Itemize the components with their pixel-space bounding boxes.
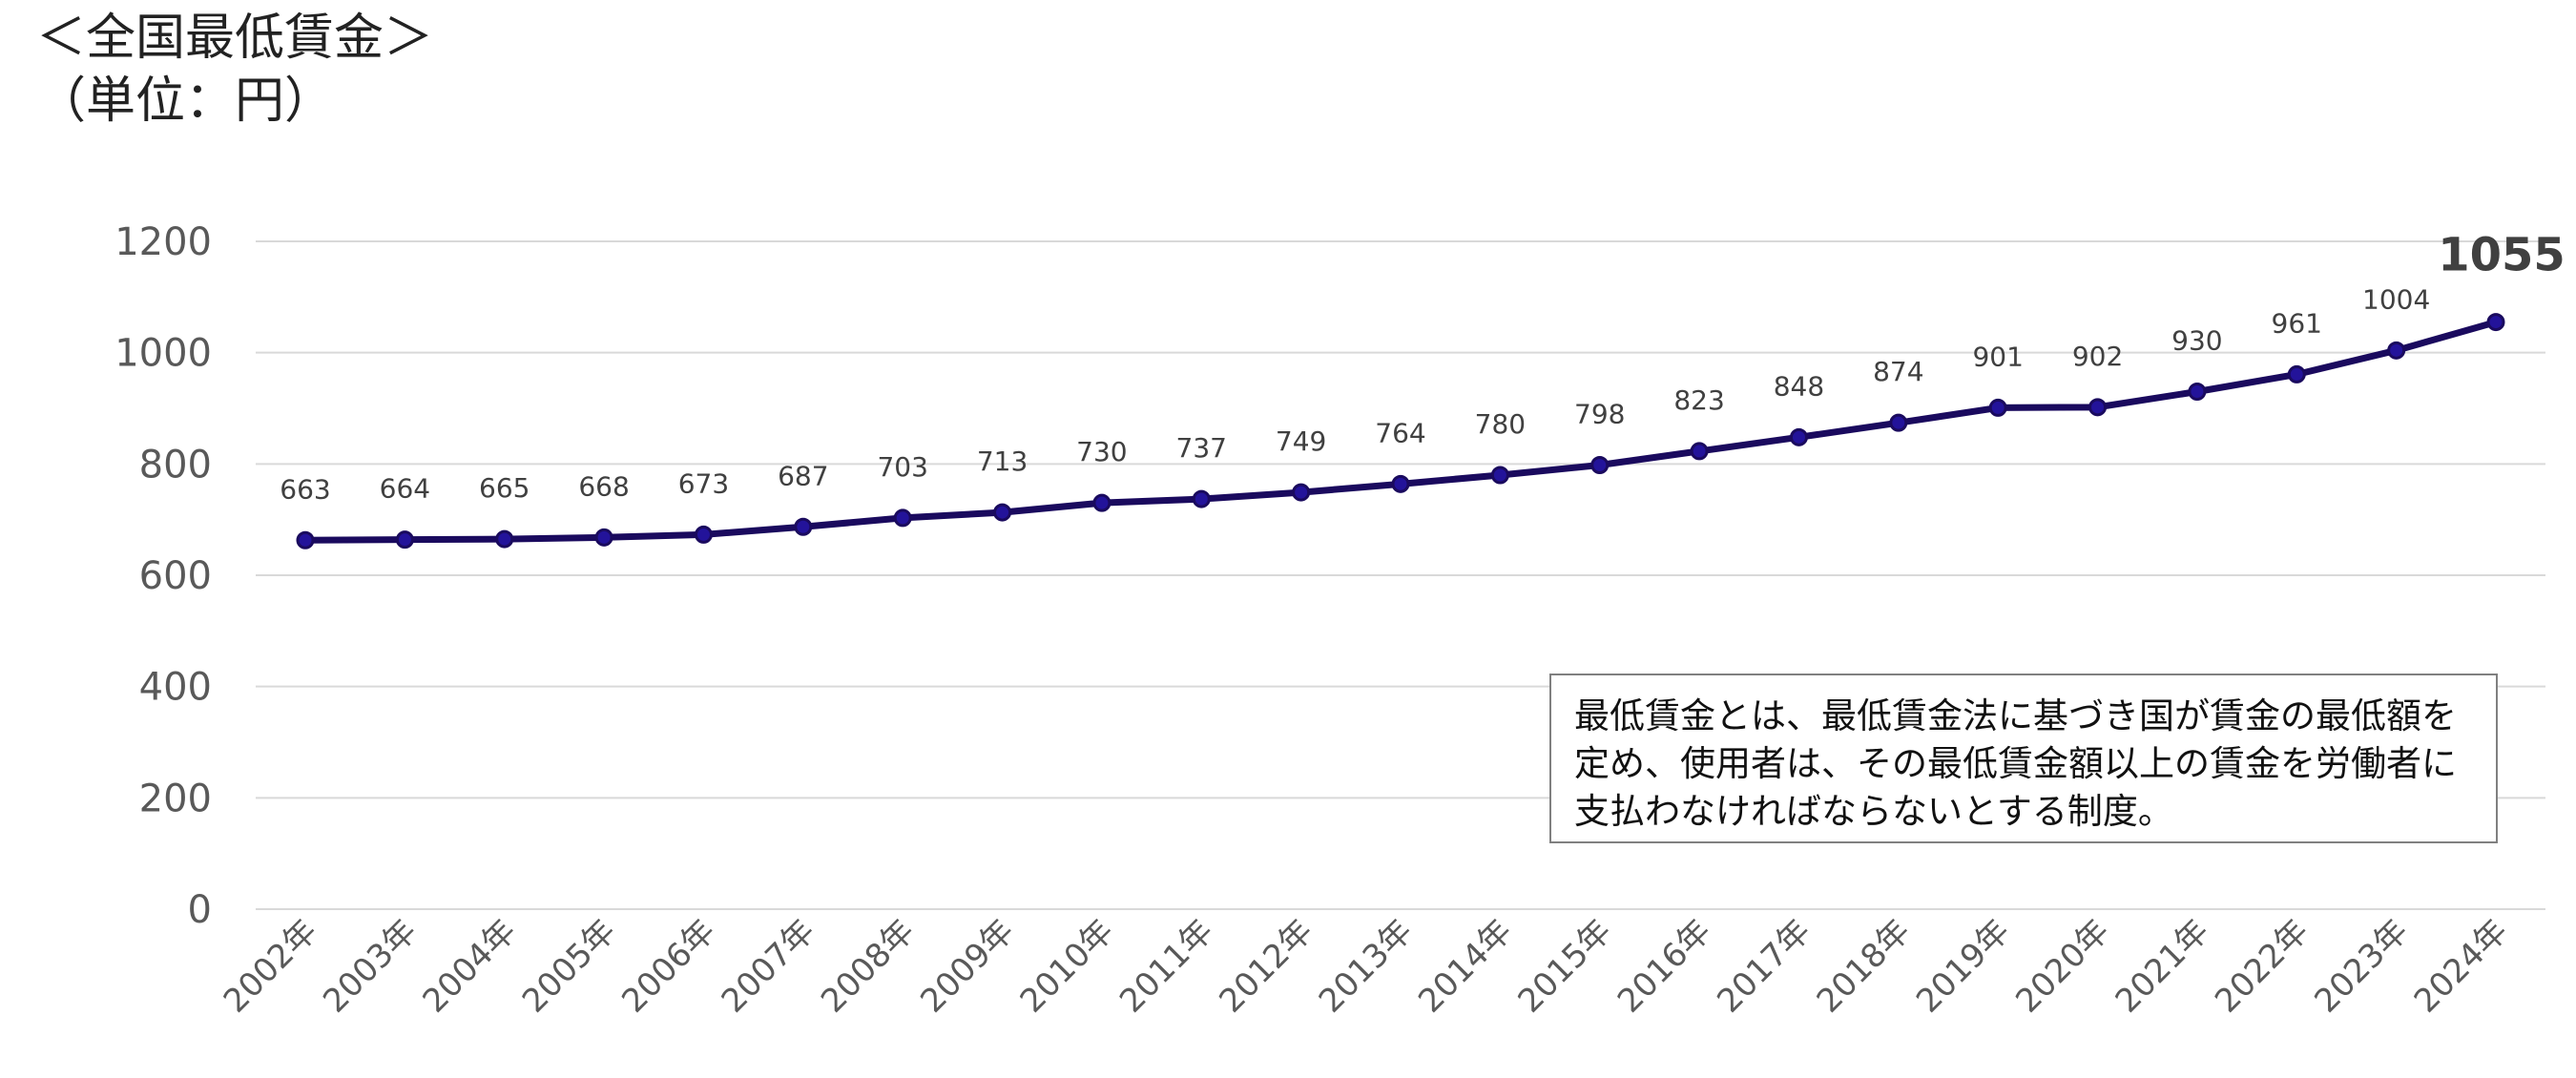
data-point <box>495 529 514 549</box>
definition-note: 最低賃金とは、最低賃金法に基づき国が賃金の最低額を 定め、使用者は、その最低賃金… <box>1549 674 2498 843</box>
data-label: 780 <box>1475 408 1526 440</box>
x-tick-label: 2007年 <box>715 912 823 1021</box>
data-point <box>1988 398 2007 417</box>
x-tick-label: 2020年 <box>2008 912 2117 1021</box>
data-label: 798 <box>1574 399 1625 430</box>
data-point <box>1192 489 1211 508</box>
x-tick-label: 2018年 <box>1810 912 1919 1021</box>
note-line: 定め、使用者は、その最低賃金額以上の賃金を労働者に <box>1574 743 2457 784</box>
page-title: ＜全国最低賃金＞ <box>36 10 434 67</box>
data-point <box>1092 493 1111 512</box>
x-tick-label: 2024年 <box>2407 912 2516 1021</box>
data-point <box>1590 456 1610 474</box>
data-point <box>296 530 315 549</box>
y-tick-label: 600 <box>139 554 212 598</box>
x-tick-label: 2022年 <box>2208 912 2316 1021</box>
data-label: 749 <box>1276 425 1326 457</box>
x-tick-label: 2004年 <box>416 912 525 1021</box>
data-point <box>2387 341 2406 360</box>
data-point <box>1490 466 1509 485</box>
data-label: 764 <box>1375 417 1425 448</box>
note-line: 支払わなければならないとする制度。 <box>1574 791 2173 832</box>
data-point <box>1690 442 1709 461</box>
data-label: 730 <box>1076 436 1127 467</box>
x-tick-label: 2021年 <box>2109 912 2217 1021</box>
x-tick-label: 2014年 <box>1411 912 1520 1021</box>
data-point <box>2287 364 2306 384</box>
x-tick-label: 2015年 <box>1511 912 1620 1021</box>
data-label: 823 <box>1673 384 1724 416</box>
data-label: 703 <box>877 451 927 483</box>
y-tick-label: 0 <box>188 888 212 932</box>
x-tick-label: 2005年 <box>515 912 624 1021</box>
data-label: 902 <box>2072 341 2123 372</box>
data-label: 874 <box>1873 356 1923 387</box>
data-label: 665 <box>479 472 530 504</box>
y-tick-label: 1000 <box>114 332 212 376</box>
data-point <box>794 517 813 536</box>
data-point <box>694 525 713 544</box>
series-markers <box>296 313 2505 549</box>
x-tick-label: 2006年 <box>614 912 723 1021</box>
data-point <box>594 528 613 547</box>
data-labels: 663 664 665 668 673 687 703 713 730 737 749 764 780 7… <box>280 229 2566 506</box>
data-label: 668 <box>578 470 629 502</box>
data-point <box>1292 483 1311 502</box>
data-label: 901 <box>1972 341 2023 372</box>
x-tick-label: 2008年 <box>814 912 923 1021</box>
data-point <box>1789 427 1808 446</box>
x-tick-label: 2017年 <box>1710 912 1818 1021</box>
data-point <box>1391 474 1410 493</box>
data-label: 687 <box>778 460 828 491</box>
y-tick-label: 200 <box>139 777 212 820</box>
data-label: 663 <box>280 473 330 505</box>
data-label: 673 <box>678 467 729 499</box>
data-point <box>2486 313 2505 332</box>
note-line: 最低賃金とは、最低賃金法に基づき国が賃金の最低額を <box>1574 695 2457 736</box>
data-point <box>1889 413 1908 432</box>
x-axis-ticks: 2002年2003年2004年2005年2006年2007年2008年2009年… <box>217 912 2516 1021</box>
unit-label: （単位：円） <box>36 73 335 130</box>
y-tick-label: 400 <box>139 666 212 710</box>
data-label: 930 <box>2171 325 2222 357</box>
data-label: 1055 <box>2438 229 2566 282</box>
data-label: 737 <box>1176 432 1227 464</box>
data-label: 664 <box>380 473 430 505</box>
x-tick-label: 2003年 <box>316 912 425 1021</box>
x-tick-label: 2002年 <box>217 912 325 1021</box>
x-tick-label: 2009年 <box>913 912 1022 1021</box>
y-tick-label: 1200 <box>114 220 212 264</box>
data-point <box>395 530 414 549</box>
data-label: 713 <box>977 446 1028 477</box>
data-label: 848 <box>1774 370 1824 402</box>
y-tick-label: 800 <box>139 443 212 487</box>
data-point <box>2188 383 2207 401</box>
x-tick-label: 2012年 <box>1212 912 1320 1021</box>
x-tick-label: 2010年 <box>1013 912 1122 1021</box>
data-point <box>893 508 912 528</box>
data-point <box>2088 398 2108 417</box>
data-label: 961 <box>2272 307 2322 339</box>
x-tick-label: 2016年 <box>1610 912 1719 1021</box>
x-tick-label: 2011年 <box>1112 912 1221 1021</box>
y-axis-ticks: 0 200 400 600 800 1000 1200 <box>114 220 212 932</box>
data-point <box>993 503 1012 522</box>
x-tick-label: 2019年 <box>1909 912 2018 1021</box>
x-tick-label: 2023年 <box>2307 912 2416 1021</box>
data-label: 1004 <box>2362 283 2430 315</box>
x-tick-label: 2013年 <box>1312 912 1421 1021</box>
